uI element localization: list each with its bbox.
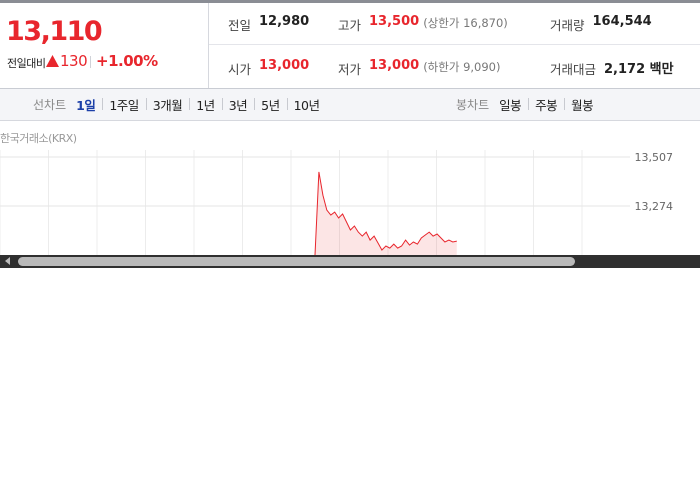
tab-label: 선차트: [33, 98, 67, 112]
tab-separator: [145, 98, 147, 110]
stat-note: (상한가 16,870): [423, 16, 508, 30]
tab[interactable]: 월봉: [571, 98, 594, 113]
tab-separator: [528, 98, 530, 110]
change: 130: [60, 52, 88, 70]
tab[interactable]: 10년: [293, 98, 320, 113]
tab-label: 봉차트: [456, 98, 490, 112]
grid-v: [0, 150, 583, 255]
change-label: 전일대비: [7, 57, 46, 70]
stat-value: 13,500: [369, 14, 420, 29]
tab[interactable]: 1주일: [109, 98, 139, 113]
stat-value: 13,000: [369, 58, 420, 73]
tab-separator: [221, 98, 223, 110]
scroll-left[interactable]: [5, 257, 10, 265]
tab[interactable]: 5년: [261, 98, 280, 113]
tab[interactable]: 일봉: [499, 98, 522, 113]
separator: [90, 56, 91, 68]
current-price: 13,110: [6, 16, 103, 47]
y-tick-label: 13,507: [635, 151, 674, 164]
source: 한국거래소(KRX): [0, 132, 77, 145]
stat-label: 시가: [228, 62, 252, 77]
stat-value: 13,000: [259, 58, 310, 73]
tab[interactable]: 1일: [76, 98, 96, 113]
stat-value: 164,544: [592, 14, 652, 29]
tab[interactable]: 1년: [196, 98, 215, 113]
stat-note: (하한가 9,090): [423, 60, 501, 74]
chart: 13,507 13,274: [0, 150, 700, 268]
divider: [208, 3, 209, 88]
top-border: [0, 0, 700, 3]
stat-label: 거래대금: [550, 62, 597, 77]
stat-value: 2,172 백만: [604, 62, 674, 77]
tab-separator: [189, 98, 191, 110]
up-arrow: [46, 55, 59, 67]
tab-separator: [102, 98, 104, 110]
tab[interactable]: 3개월: [152, 98, 183, 113]
divider: [209, 44, 700, 45]
tab[interactable]: 주봉: [535, 98, 558, 113]
price-line: [314, 171, 457, 256]
stat-label: 고가: [338, 18, 362, 33]
scroll-thumb[interactable]: [18, 257, 575, 266]
stat-label: 전일: [228, 18, 252, 33]
tab-separator: [564, 98, 566, 110]
stat-value: 12,980: [259, 14, 310, 29]
tab-bar: [0, 88, 700, 121]
area: [315, 171, 457, 255]
tab-separator: [254, 98, 256, 110]
stat-label: 저가: [338, 62, 362, 77]
y-tick-label: 13,274: [635, 200, 674, 213]
tab[interactable]: 3년: [228, 98, 248, 113]
stat-label: 거래량: [550, 18, 585, 33]
change-rate: +1.00%: [96, 52, 158, 70]
tab-separator: [286, 98, 288, 110]
